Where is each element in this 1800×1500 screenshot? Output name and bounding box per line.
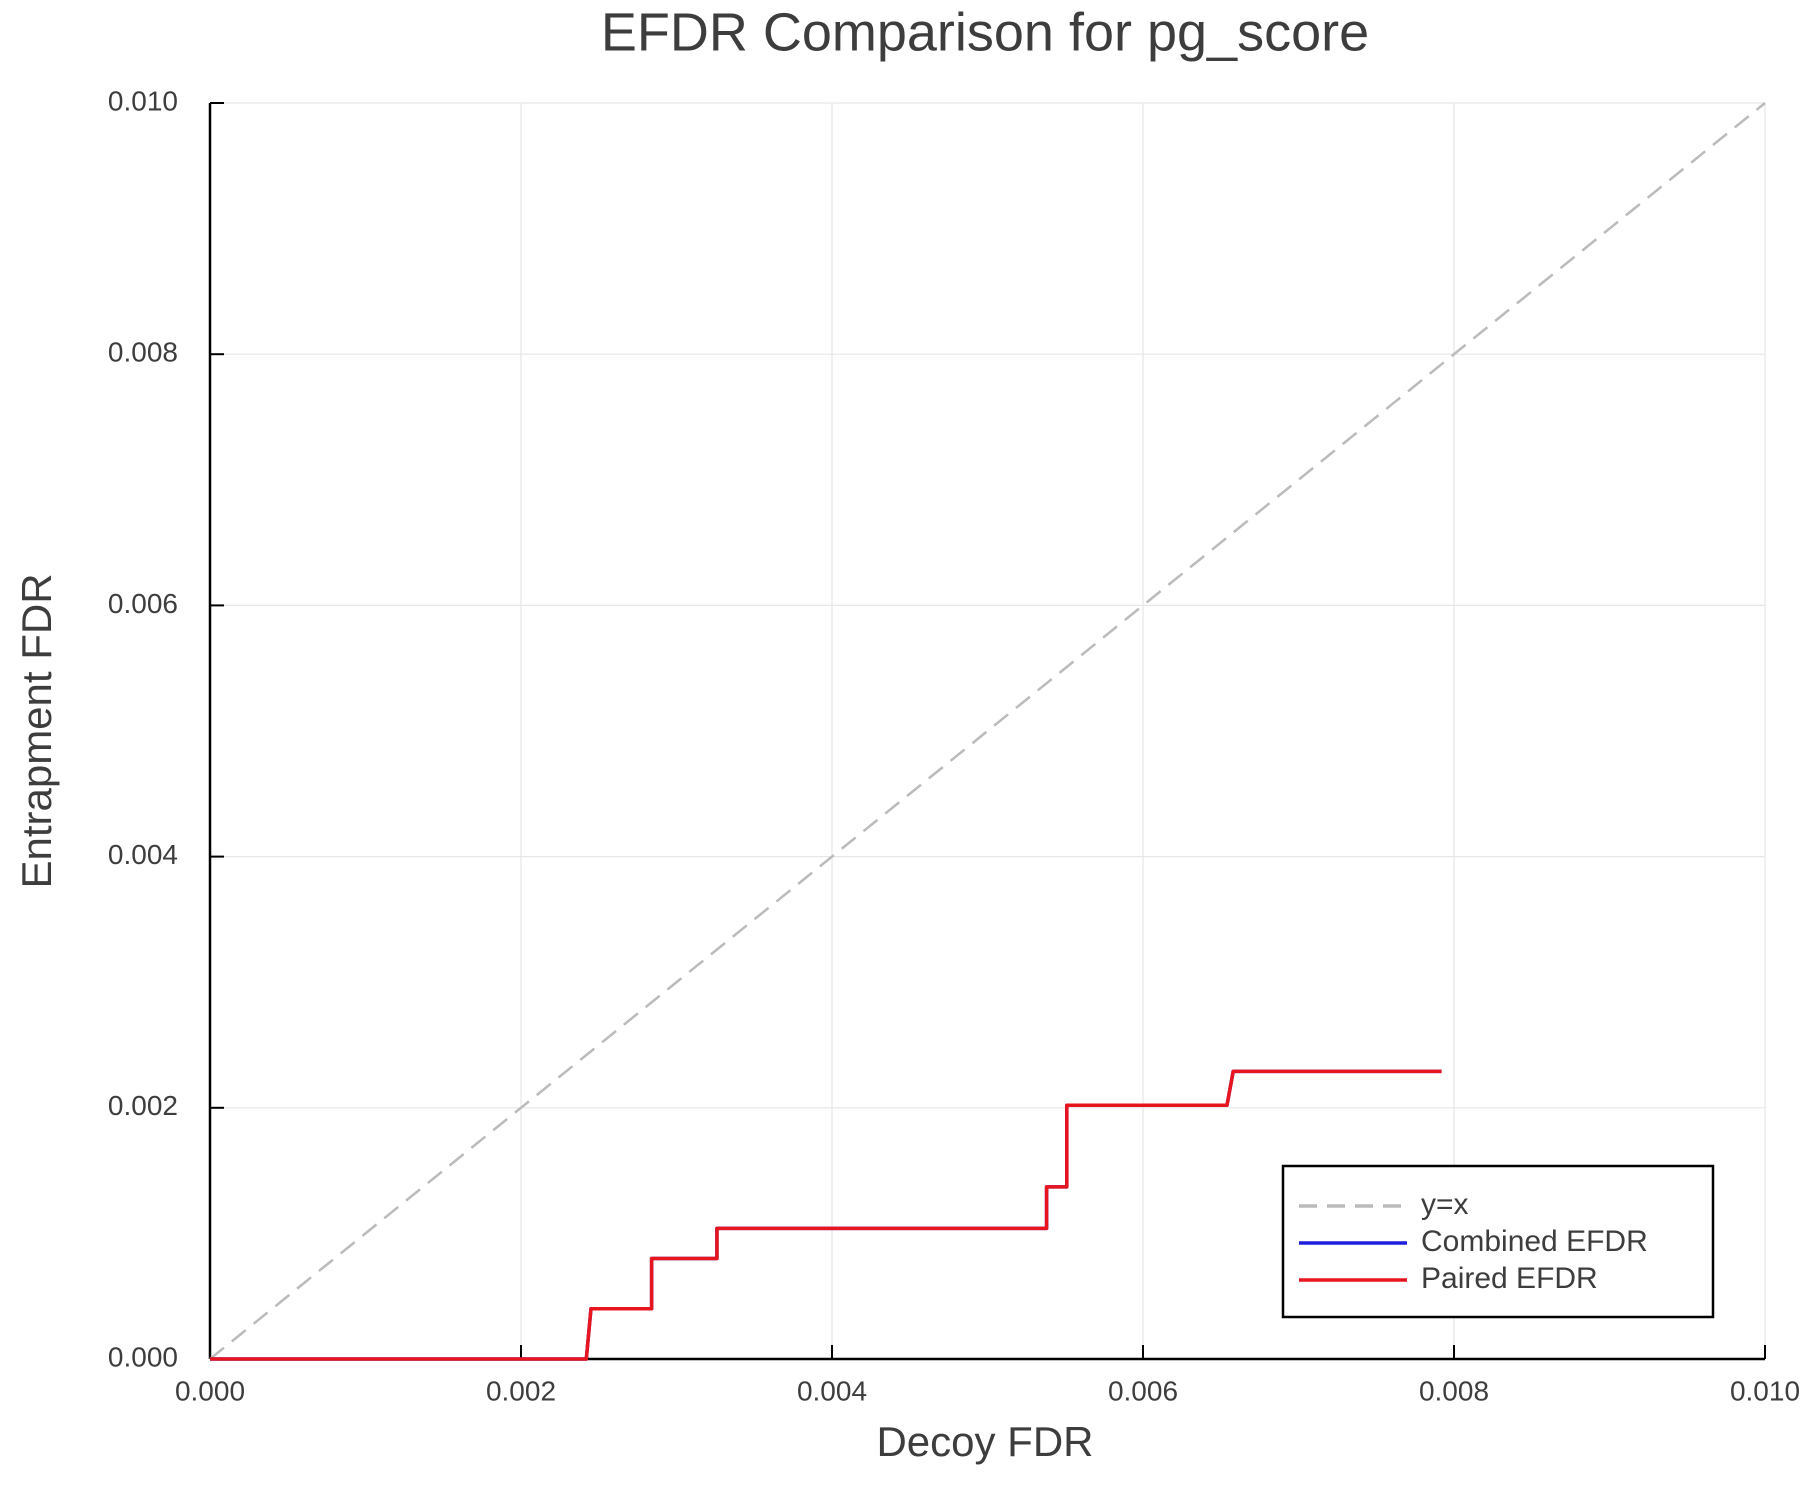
line-series <box>210 1069 1442 1361</box>
line-series <box>209 102 1766 1360</box>
x-tick-label: 0.006 <box>1108 1375 1178 1406</box>
x-tick-label: 0.010 <box>1730 1375 1800 1406</box>
y-tick-label: 0.004 <box>108 839 178 870</box>
y-tick-label: 0.006 <box>108 588 178 619</box>
legend-label: y=x <box>1421 1188 1469 1221</box>
legend-label: Paired EFDR <box>1421 1262 1598 1295</box>
y-tick-label: 0.008 <box>108 337 178 368</box>
x-tick-label: 0.004 <box>797 1375 867 1406</box>
x-tick-label: 0.000 <box>175 1375 245 1406</box>
legend-label: Combined EFDR <box>1421 1225 1648 1258</box>
x-tick-label: 0.002 <box>486 1375 556 1406</box>
y-axis-label: Entrapment FDR <box>13 573 60 888</box>
x-axis-label: Decoy FDR <box>876 1418 1093 1465</box>
y-tick-label: 0.002 <box>108 1090 178 1121</box>
y-tick-label: 0.000 <box>108 1341 178 1372</box>
x-tick-label: 0.008 <box>1419 1375 1489 1406</box>
chart-title: EFDR Comparison for pg_score <box>601 2 1369 62</box>
y-tick-label: 0.010 <box>108 85 178 116</box>
